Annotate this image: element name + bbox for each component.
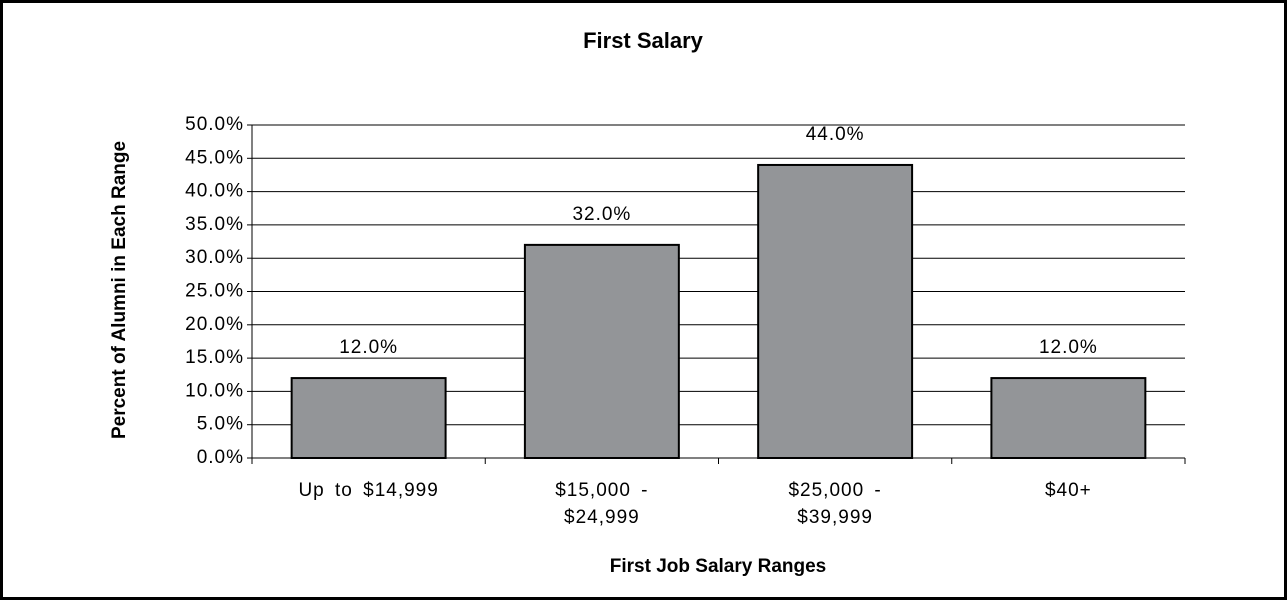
bar bbox=[990, 377, 1147, 459]
y-tick-label: 35.0% bbox=[185, 214, 244, 235]
y-tick-label: 0.0% bbox=[197, 447, 244, 468]
data-label: 44.0% bbox=[806, 124, 865, 145]
x-tick-label: $40+ bbox=[1044, 480, 1092, 501]
bar bbox=[757, 163, 914, 460]
y-axis-label: Percent of Alumni in Each Range bbox=[109, 141, 130, 439]
y-tick-label: 25.0% bbox=[185, 281, 244, 302]
y-tick-label: 10.0% bbox=[185, 380, 244, 401]
data-label: 32.0% bbox=[572, 204, 631, 225]
y-tick-label: 50.0% bbox=[185, 114, 244, 135]
bar bbox=[290, 377, 447, 459]
y-tick-label: 15.0% bbox=[185, 347, 244, 368]
x-axis-label: First Job Salary Ranges bbox=[610, 556, 826, 577]
data-label: 12.0% bbox=[1039, 337, 1098, 358]
x-tick-label: $15,000 - $24,999 bbox=[555, 480, 649, 528]
y-tick-label: 45.0% bbox=[185, 147, 244, 168]
chart-title: First Salary bbox=[583, 28, 704, 53]
x-tick-label: Up to $14,999 bbox=[298, 480, 439, 501]
y-tick-label: 40.0% bbox=[185, 181, 244, 202]
y-tick-label: 20.0% bbox=[185, 314, 244, 335]
bar bbox=[523, 243, 680, 459]
data-label: 12.0% bbox=[339, 337, 398, 358]
x-tick-label: $25,000 - $39,999 bbox=[788, 480, 882, 528]
y-tick-label: 30.0% bbox=[185, 247, 244, 268]
y-tick-label: 5.0% bbox=[197, 414, 244, 435]
